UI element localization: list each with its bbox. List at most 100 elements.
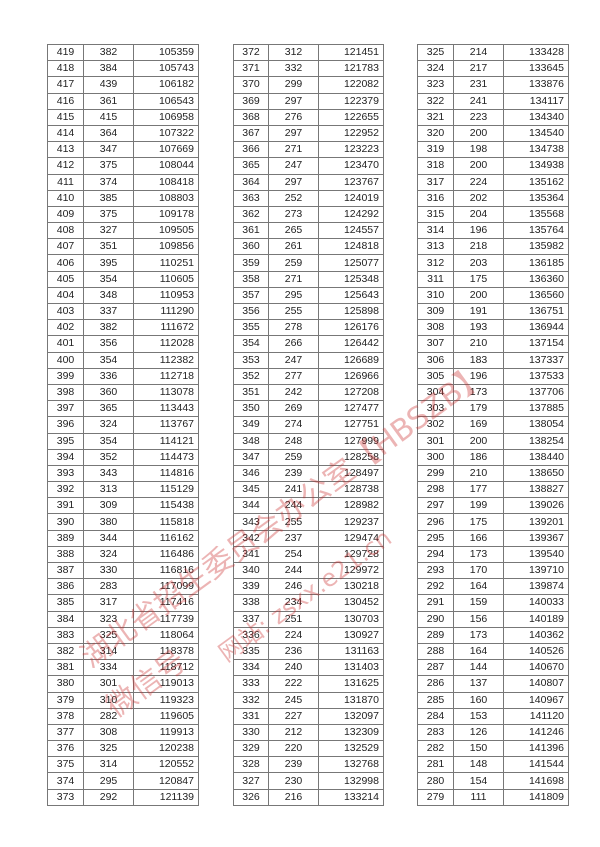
- table-row: 345 241 128738: [233, 481, 384, 499]
- score-cell: 400: [47, 351, 84, 369]
- score-cell: 394: [47, 448, 84, 466]
- cumulative-cell: 136185: [503, 254, 569, 272]
- table-row: 366 271 123223: [233, 141, 384, 159]
- count-cell: 269: [268, 400, 319, 418]
- cumulative-cell: 140033: [503, 594, 569, 612]
- count-cell: 164: [453, 642, 504, 661]
- score-cell: 315: [417, 205, 454, 224]
- table-row: 411 374 108418: [47, 173, 199, 191]
- cumulative-cell: 138650: [503, 464, 569, 483]
- score-cell: 393: [47, 464, 84, 483]
- score-cell: 318: [417, 157, 454, 175]
- score-cell: 372: [233, 43, 269, 62]
- score-cell: 323: [417, 76, 454, 94]
- score-cell: 331: [233, 707, 269, 725]
- table-row: 389 344 116162: [47, 529, 199, 547]
- table-row: 307 210 137154: [417, 335, 569, 353]
- table-row: 312 203 136185: [417, 254, 569, 272]
- cumulative-cell: 116162: [133, 529, 199, 547]
- table-row: 375 314 120552: [47, 756, 199, 774]
- count-cell: 200: [453, 286, 504, 305]
- count-cell: 259: [268, 254, 319, 272]
- cumulative-cell: 136944: [503, 319, 569, 337]
- count-cell: 314: [83, 642, 134, 661]
- cumulative-cell: 132529: [318, 740, 384, 758]
- score-cell: 418: [47, 60, 84, 78]
- count-cell: 241: [268, 481, 319, 499]
- table-row: 368 276 122655: [233, 108, 384, 126]
- count-cell: 216: [268, 788, 319, 806]
- count-cell: 210: [453, 464, 504, 483]
- cumulative-cell: 131870: [318, 691, 384, 709]
- score-cell: 416: [47, 92, 84, 110]
- count-cell: 317: [83, 594, 134, 612]
- score-cell: 374: [47, 772, 84, 790]
- cumulative-cell: 137885: [503, 400, 569, 418]
- score-cell: 322: [417, 92, 454, 110]
- score-cell: 399: [47, 367, 84, 385]
- count-cell: 354: [83, 351, 134, 369]
- score-table-2: 372 312 121451 371 332 121783 370 299 122082 369 2…: [233, 43, 384, 806]
- table-row: 399 336 112718: [47, 367, 199, 385]
- score-cell: 333: [233, 675, 269, 693]
- score-cell: 397: [47, 400, 84, 418]
- table-row: 347 259 128258: [233, 448, 384, 466]
- count-cell: 325: [83, 740, 134, 758]
- cumulative-cell: 121783: [318, 60, 384, 78]
- cumulative-cell: 132768: [318, 756, 384, 774]
- count-cell: 382: [83, 43, 134, 62]
- count-cell: 283: [83, 578, 134, 596]
- cumulative-cell: 135568: [503, 205, 569, 224]
- cumulative-cell: 110251: [133, 254, 199, 272]
- score-cell: 375: [47, 756, 84, 774]
- table-row: 330 212 132309: [233, 723, 384, 742]
- score-cell: 320: [417, 124, 454, 143]
- score-cell: 300: [417, 448, 454, 466]
- score-cell: 357: [233, 286, 269, 305]
- score-cell: 398: [47, 383, 84, 402]
- score-cell: 299: [417, 464, 454, 483]
- table-row: 334 240 131403: [233, 659, 384, 677]
- cumulative-cell: 135764: [503, 222, 569, 240]
- score-cell: 347: [233, 448, 269, 466]
- cumulative-cell: 117739: [133, 610, 199, 628]
- score-cell: 288: [417, 642, 454, 661]
- cumulative-cell: 108044: [133, 157, 199, 175]
- score-cell: 356: [233, 302, 269, 321]
- count-cell: 153: [453, 707, 504, 725]
- count-cell: 297: [268, 92, 319, 110]
- cumulative-cell: 118378: [133, 642, 199, 661]
- count-cell: 175: [453, 270, 504, 288]
- cumulative-cell: 140362: [503, 626, 569, 644]
- score-cell: 280: [417, 772, 454, 790]
- table-row: 318 200 134938: [417, 157, 569, 175]
- cumulative-cell: 137154: [503, 335, 569, 353]
- table-row: 377 308 119913: [47, 723, 199, 742]
- count-cell: 223: [453, 108, 504, 126]
- score-cell: 296: [417, 513, 454, 531]
- count-cell: 301: [83, 675, 134, 693]
- count-cell: 271: [268, 141, 319, 159]
- cumulative-cell: 125643: [318, 286, 384, 305]
- count-cell: 156: [453, 610, 504, 628]
- table-row: 335 236 131163: [233, 642, 384, 661]
- table-row: 386 283 117099: [47, 578, 199, 596]
- count-cell: 247: [268, 351, 319, 369]
- score-cell: 313: [417, 238, 454, 256]
- cumulative-cell: 116486: [133, 545, 199, 564]
- score-cell: 408: [47, 222, 84, 240]
- table-row: 346 239 128497: [233, 464, 384, 483]
- cumulative-cell: 141544: [503, 756, 569, 774]
- cumulative-cell: 122379: [318, 92, 384, 110]
- score-cell: 405: [47, 270, 84, 288]
- cumulative-cell: 106958: [133, 108, 199, 126]
- cumulative-cell: 116816: [133, 561, 199, 580]
- cumulative-cell: 123767: [318, 173, 384, 191]
- cumulative-cell: 139874: [503, 578, 569, 596]
- table-row: 412 375 108044: [47, 157, 199, 175]
- table-row: 396 324 113767: [47, 416, 199, 434]
- score-cell: 359: [233, 254, 269, 272]
- cumulative-cell: 127751: [318, 416, 384, 434]
- score-cell: 321: [417, 108, 454, 126]
- table-row: 314 196 135764: [417, 222, 569, 240]
